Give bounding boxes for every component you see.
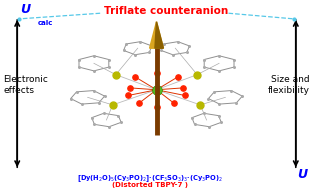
Text: Electronic
effects: Electronic effects bbox=[3, 75, 48, 95]
Text: Triflate counteranion: Triflate counteranion bbox=[104, 6, 228, 16]
Text: [Dy(H$_2$O)$_5$(Cy$_3$PO)$_2$]·(CF$_3$SO$_3$)$_3$·(Cy$_3$PO)$_2$: [Dy(H$_2$O)$_5$(Cy$_3$PO)$_2$]·(CF$_3$SO… bbox=[77, 173, 223, 184]
Polygon shape bbox=[150, 22, 163, 48]
Text: calc: calc bbox=[38, 19, 53, 26]
Polygon shape bbox=[155, 22, 163, 48]
Text: Size and
flexibility: Size and flexibility bbox=[268, 75, 310, 95]
Text: $\bfit{U}$: $\bfit{U}$ bbox=[20, 3, 32, 16]
Text: $\bfit{U}$: $\bfit{U}$ bbox=[297, 168, 309, 181]
Text: (Distorted TBPY-7 ): (Distorted TBPY-7 ) bbox=[112, 182, 188, 188]
